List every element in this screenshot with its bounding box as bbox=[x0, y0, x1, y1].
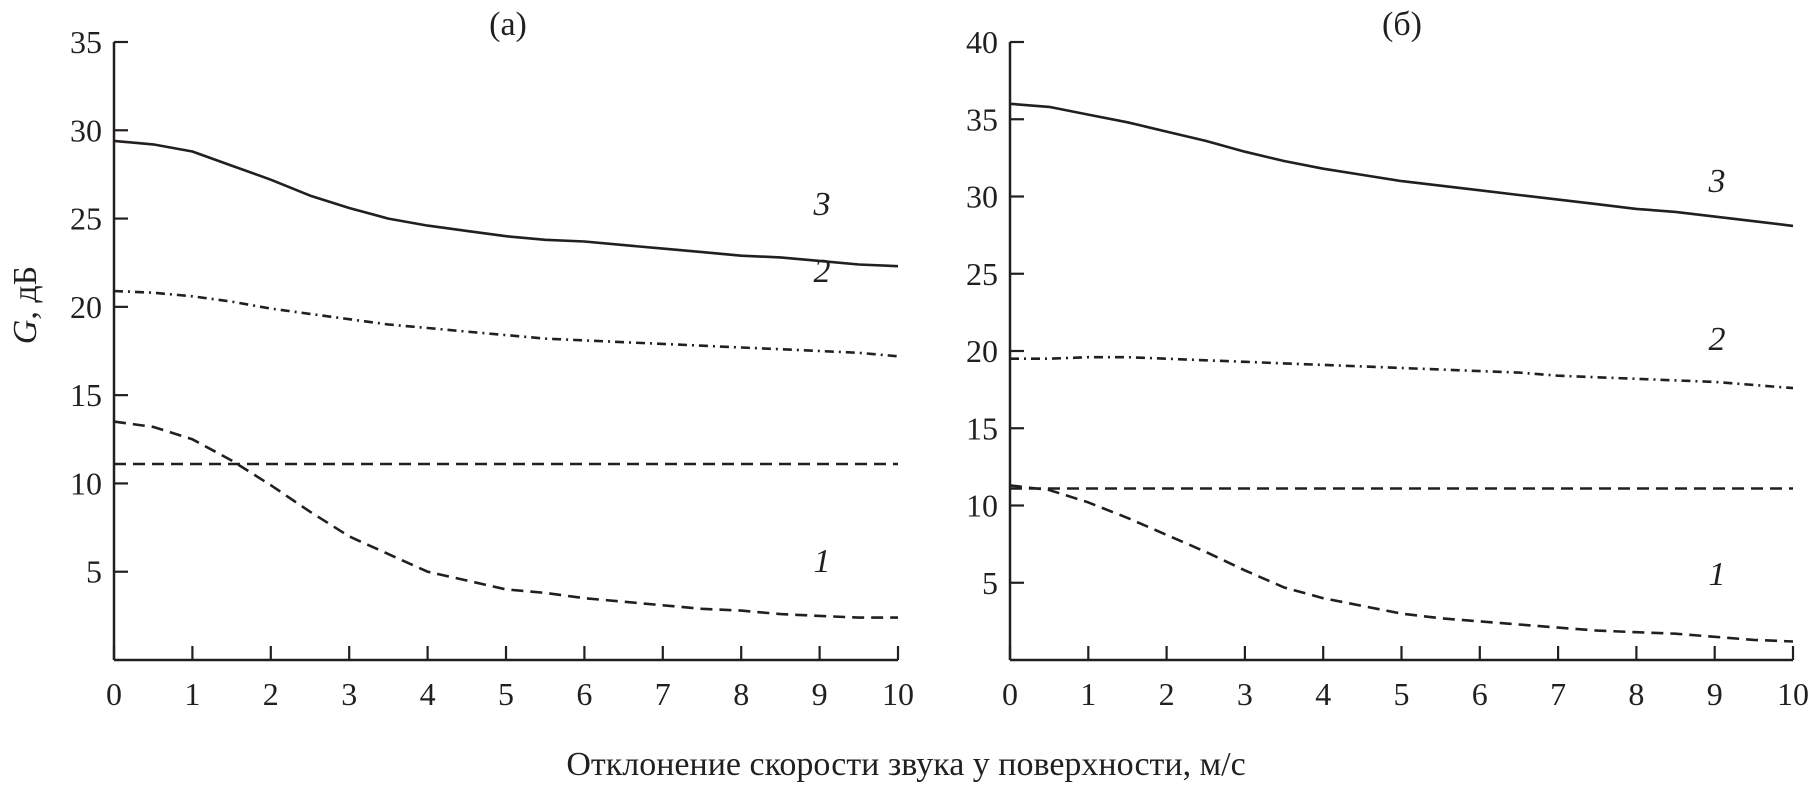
panel-a-y-tick-label: 35 bbox=[70, 24, 102, 60]
panel-a-y-tick-label: 25 bbox=[70, 201, 102, 237]
panel-a-x-tick-label: 0 bbox=[106, 676, 122, 712]
panel-b-series-2-line bbox=[1010, 355, 1794, 390]
y-axis-title: G, дБ bbox=[7, 266, 44, 344]
panel-a-title: (а) bbox=[489, 6, 527, 43]
panel-b-title: (б) bbox=[1382, 6, 1422, 43]
panel-a-x-tick-label: 1 bbox=[184, 676, 200, 712]
panel-b-y-tick-label: 35 bbox=[966, 101, 998, 137]
y-axis-title-italic: G bbox=[7, 320, 44, 345]
panel-a-series-2-line bbox=[113, 289, 899, 358]
panel-a-series-1-line bbox=[113, 420, 898, 619]
panel-b-y-tick-label: 40 bbox=[966, 24, 998, 60]
panel-b-x-tick-label: 10 bbox=[1777, 676, 1809, 712]
panel-b-x-tick-label: 6 bbox=[1472, 676, 1488, 712]
panel-b-series-3-line bbox=[1009, 102, 1794, 228]
panel-b-y-tick-label: 5 bbox=[982, 565, 998, 601]
panel-a-series-3-label: 3 bbox=[813, 186, 831, 223]
y-axis-title-unit: , дБ bbox=[7, 266, 44, 320]
panel-a-x-tick-label: 4 bbox=[420, 676, 436, 712]
panel-b-series-3-label: 3 bbox=[1708, 163, 1726, 200]
panel-a-y-tick-label: 30 bbox=[70, 112, 102, 148]
panel-a-x-tick-label: 2 bbox=[263, 676, 279, 712]
panel-a-x-tick-label: 9 bbox=[812, 676, 828, 712]
panel-b-y-tick-label: 25 bbox=[966, 256, 998, 292]
panel-a-y-tick-label: 10 bbox=[70, 465, 102, 501]
panel-a-x-tick-label: 7 bbox=[655, 676, 671, 712]
panel-b: (б) 5 10 15 20 25 30 35 40 0 1 2 3 4 5 6 7 8 9 10 1 2 3 bbox=[966, 6, 1809, 712]
panel-b-y-tick-label: 30 bbox=[966, 179, 998, 215]
panel-b-y-tick-label: 10 bbox=[966, 488, 998, 524]
panel-a-series-2-label: 2 bbox=[814, 253, 831, 290]
panel-a: (а) 5 10 15 20 25 30 35 0 1 2 3 4 5 6 7 8 9 10 1 2 3 bbox=[70, 6, 914, 712]
panel-a-x-tick-label: 3 bbox=[341, 676, 357, 712]
panel-b-x-tick-label: 9 bbox=[1707, 676, 1723, 712]
panel-b-x-tick-label: 5 bbox=[1394, 676, 1410, 712]
x-axis-title: Отклонение скорости звука у поверхности,… bbox=[566, 746, 1245, 783]
panel-b-x-tick-label: 7 bbox=[1550, 676, 1566, 712]
panel-a-x-tick-label: 10 bbox=[882, 676, 914, 712]
panel-b-x-tick-label: 1 bbox=[1080, 676, 1096, 712]
panel-a-y-tick-label: 15 bbox=[70, 377, 102, 413]
panel-b-series-1-label: 1 bbox=[1709, 556, 1726, 593]
panel-b-series-2-label: 2 bbox=[1709, 321, 1726, 358]
panel-a-series-3-line bbox=[113, 139, 899, 268]
panel-b-x-tick-label: 8 bbox=[1628, 676, 1644, 712]
panel-a-y-tick-label: 20 bbox=[70, 289, 102, 325]
panel-a-x-tick-label: 8 bbox=[733, 676, 749, 712]
panel-a-y-tick-label: 5 bbox=[86, 554, 102, 590]
panel-a-x-tick-label: 6 bbox=[576, 676, 592, 712]
panel-a-series-1-label: 1 bbox=[814, 543, 831, 580]
panel-b-series-1-line bbox=[1009, 484, 1794, 643]
panel-b-y-tick-label: 15 bbox=[966, 410, 998, 446]
panel-b-x-tick-label: 0 bbox=[1002, 676, 1018, 712]
panel-a-x-tick-label: 5 bbox=[498, 676, 514, 712]
panel-b-y-tick-label: 20 bbox=[966, 333, 998, 369]
panel-b-x-tick-label: 3 bbox=[1237, 676, 1253, 712]
panel-b-x-tick-label: 2 bbox=[1159, 676, 1175, 712]
panel-b-x-tick-label: 4 bbox=[1315, 676, 1331, 712]
